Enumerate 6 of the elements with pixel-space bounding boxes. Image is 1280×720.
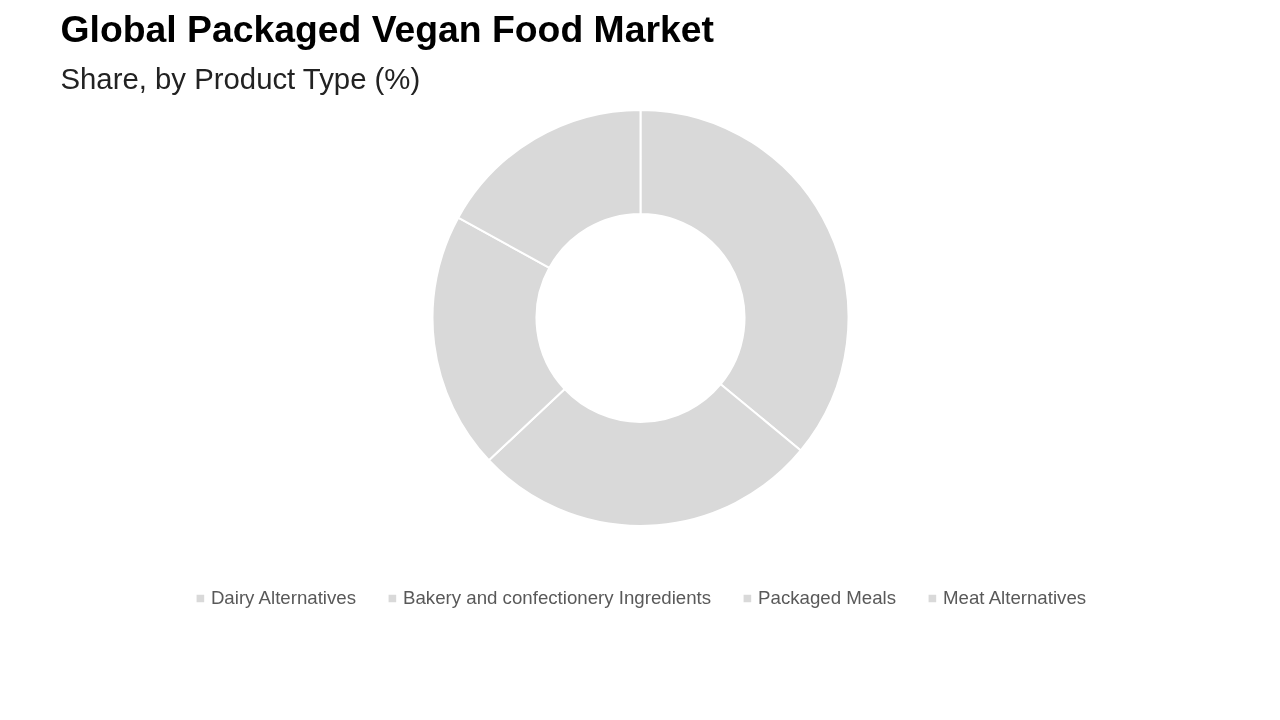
legend-label: Meat Alternatives [943,587,1087,609]
chart-subtitle: Share, by Product Type (%) [60,61,421,95]
legend-label: Dairy Alternatives [210,587,357,609]
legend-label: Bakery and confectionery Ingredients [403,587,712,609]
chart-title: Global Packaged Vegan Food Market [60,7,714,50]
legend-label: Packaged Meals [758,587,897,609]
